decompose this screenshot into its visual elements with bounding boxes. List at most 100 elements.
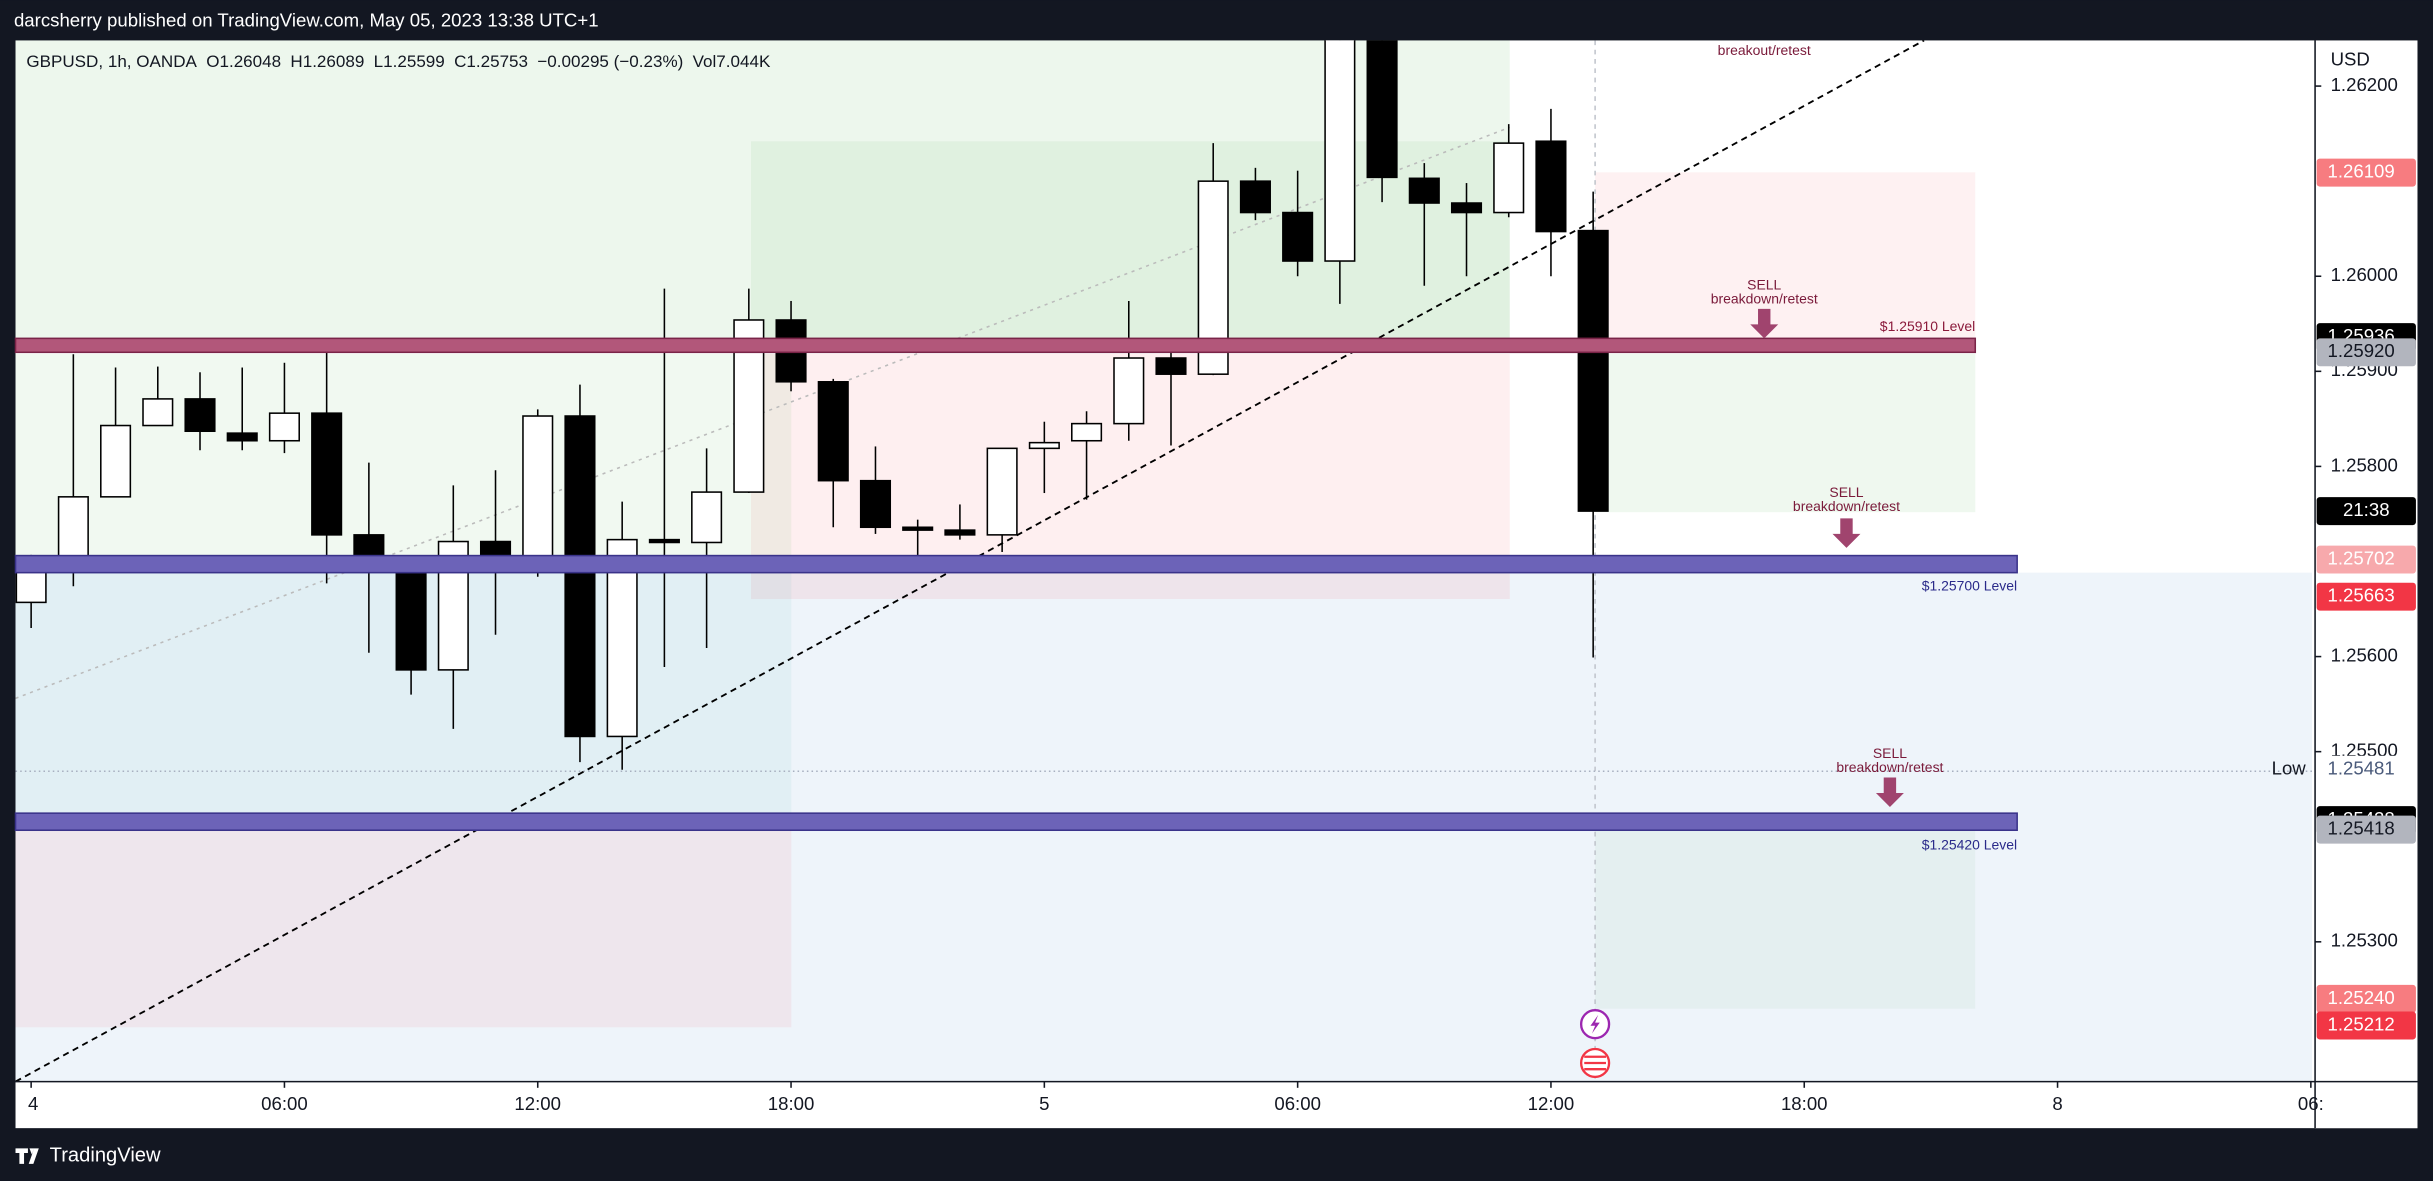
candle-body: [564, 415, 596, 738]
annotation: SELL: [1829, 484, 1863, 500]
candle-body: [817, 381, 849, 482]
price-label: 1.25481: [2327, 758, 2394, 779]
x-tick-label: 12:00: [1528, 1093, 1575, 1114]
candle-body: [648, 538, 680, 544]
annotation: breakdown/retest: [1836, 759, 1943, 775]
candle-body: [100, 424, 132, 498]
candle-body: [986, 447, 1018, 536]
candle-body: [859, 479, 892, 529]
annotation: breakout/retest: [1718, 42, 1811, 58]
price-label-bg: [2316, 755, 2416, 784]
candle-body: [1366, 40, 1398, 179]
legend-item: O1.26048: [206, 52, 281, 71]
zone: [1595, 353, 1976, 513]
x-tick-label: 18:00: [1781, 1093, 1828, 1114]
price-label: 1.25663: [2327, 585, 2394, 606]
annotation: SELL: [1873, 745, 1907, 761]
candle-body: [1071, 422, 1103, 442]
x-tick-label: 18:00: [768, 1093, 815, 1114]
candle-body: [268, 412, 300, 442]
levels: [14, 308, 2018, 1079]
price-label-bg: [2316, 984, 2416, 1013]
level-label: $1.25420 Level: [1922, 836, 2017, 852]
x-tick-label: 5: [1039, 1093, 1049, 1114]
candle-body: [1155, 357, 1187, 375]
y-tick-label: 1.26000: [2331, 264, 2398, 285]
price-label: 1.25240: [2327, 987, 2394, 1008]
candle-body: [142, 398, 174, 427]
countdown-bg: [2316, 497, 2416, 526]
price-label-bg: [2316, 158, 2416, 187]
header: darcsherry published on TradingView.com,…: [14, 10, 599, 31]
footer-logo: TradingView: [15, 1144, 161, 1166]
arrow: [1875, 777, 1904, 807]
annotation: breakdown/retest: [1711, 290, 1818, 306]
legend: GBPUSD, 1h, OANDA O1.26048 H1.26089 L1.2559…: [26, 52, 771, 71]
annotation: breakdown/retest: [1793, 498, 1900, 514]
candle-body: [1535, 140, 1567, 233]
x-tick-label: 06:: [2298, 1093, 2324, 1114]
zone: [15, 830, 792, 1028]
candle-body: [311, 412, 343, 536]
candle-body: [15, 571, 47, 604]
level-band: [14, 554, 2018, 574]
footer: TradingView: [50, 1144, 161, 1166]
annotation: SELL: [1747, 276, 1781, 292]
y-tick-label: 1.25600: [2331, 644, 2398, 665]
price-label-bg: [2316, 1011, 2416, 1040]
zone: [1595, 172, 1976, 339]
candle-body: [1493, 142, 1525, 214]
candle-body: [226, 432, 258, 442]
legend-item: H1.26089: [290, 52, 364, 71]
countdown: 21:38: [2343, 499, 2390, 520]
x-tick-label: 06:00: [261, 1093, 308, 1114]
y-tick-label: 1.25800: [2331, 454, 2398, 475]
price-label-title: Low: [2272, 758, 2307, 779]
candle-body: [1324, 40, 1356, 262]
price-label: 1.26109: [2327, 161, 2394, 182]
candle-body: [1028, 441, 1060, 450]
flag-icon: [1584, 1055, 1606, 1071]
price-label-bg: [2316, 545, 2416, 574]
arrow: [1750, 308, 1779, 339]
x-tick-label: 12:00: [514, 1093, 561, 1114]
candle-body: [522, 415, 554, 566]
level-band: [14, 337, 1977, 354]
legend-item: C1.25753: [454, 52, 528, 71]
y-tick-label: 1.25500: [2331, 740, 2398, 761]
price-label-bg: [2316, 815, 2416, 844]
currency: USD: [2331, 49, 2370, 70]
price-label-bg: [2316, 338, 2416, 367]
x-tick-label: 4: [28, 1093, 38, 1114]
y-tick-label: 1.26200: [2331, 74, 2398, 95]
candle-body: [1239, 180, 1271, 214]
zone: [1595, 830, 1976, 1009]
candle-body: [691, 491, 723, 544]
candle-body: [184, 398, 216, 433]
legend-item: −0.00295 (−0.23%): [537, 52, 683, 71]
zone: [15, 353, 792, 556]
candle-body: [1113, 357, 1145, 425]
price-label: 1.25920: [2327, 340, 2394, 361]
candle-body: [1450, 202, 1483, 214]
candle-body: [395, 563, 427, 671]
price-label: 1.25418: [2327, 818, 2394, 839]
y-tick-label: 1.25300: [2331, 930, 2398, 951]
price-label: 1.25702: [2327, 548, 2394, 569]
candle-body: [902, 526, 934, 531]
x-tick-label: 8: [2052, 1093, 2062, 1114]
arrow: [1832, 518, 1861, 548]
price-label-bg: [2316, 582, 2416, 611]
overlay: GBPUSD, 1h, OANDA O1.26048 H1.26089 L1.2559…: [26, 42, 2416, 1114]
legend-item: GBPUSD, 1h, OANDA: [26, 52, 197, 71]
x-tick-label: 06:00: [1274, 1093, 1321, 1114]
event-icon: [1590, 1014, 1600, 1034]
level-label: $1.25910 Level: [1880, 318, 1975, 334]
time-axis-bg: [15, 1081, 2418, 1129]
candle-body: [1282, 211, 1314, 262]
candle-body: [1577, 229, 1609, 512]
legend-item: L1.25599: [374, 52, 445, 71]
candle-body: [1408, 177, 1440, 204]
